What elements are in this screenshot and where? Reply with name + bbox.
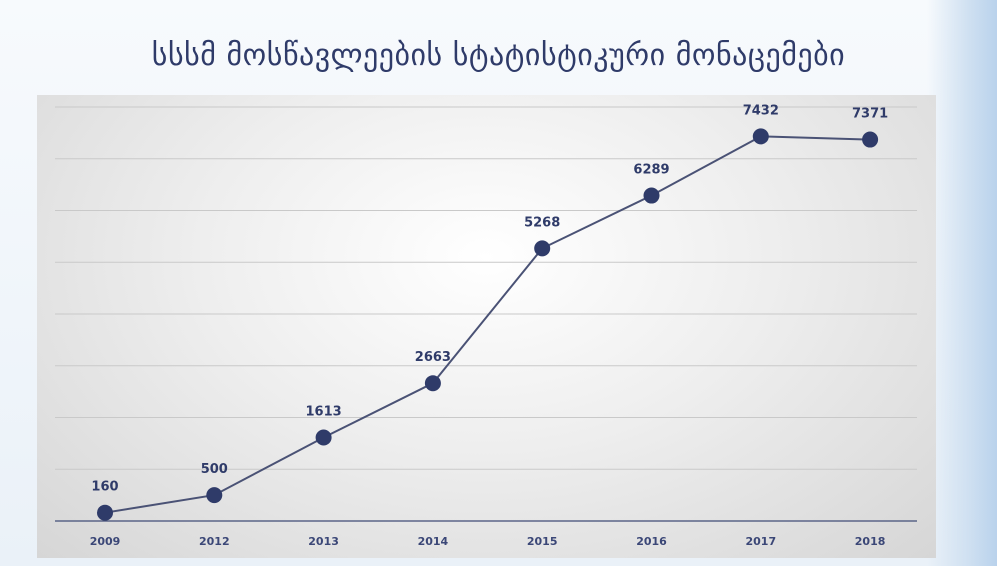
data-label-2009: 160: [91, 480, 118, 495]
data-label-2016: 6289: [633, 163, 669, 178]
x-tick-label-2009: 2009: [90, 535, 121, 548]
data-label-2012: 500: [201, 462, 228, 477]
x-tick-label-2014: 2014: [418, 535, 449, 548]
x-tick-label-2017: 2017: [745, 535, 776, 548]
data-point-2012: [206, 487, 223, 504]
data-point-2009: [97, 504, 113, 521]
data-point-2015: [534, 240, 551, 257]
data-point-2016: [643, 187, 660, 204]
x-tick-label-2016: 2016: [636, 535, 667, 548]
plot-area: [37, 95, 936, 558]
data-label-2015: 5268: [524, 215, 560, 230]
x-tick-label-2015: 2015: [527, 535, 558, 548]
data-label-2017: 7432: [743, 103, 779, 118]
x-tick-label-2018: 2018: [855, 535, 886, 548]
x-tick-label-2012: 2012: [199, 535, 230, 548]
data-label-2018: 7371: [852, 107, 888, 122]
data-label-2013: 1613: [306, 405, 342, 420]
data-point-2014: [424, 375, 441, 392]
line-chart: 160 2009 500 2012 1613 2013 2663 2014 5268 2015 62…: [55, 103, 917, 548]
data-point-2013: [315, 429, 332, 446]
data-label-2014: 2663: [415, 350, 451, 365]
data-point-2018: [862, 131, 879, 148]
series-line: [104, 135, 871, 514]
chart-title: სსსმ მოსწავლეების სტატისტიკური მონაცემებ…: [151, 38, 846, 73]
data-point-2017: [752, 128, 769, 145]
x-tick-label-2013: 2013: [308, 535, 339, 548]
slide-background-edge: [927, 0, 997, 566]
